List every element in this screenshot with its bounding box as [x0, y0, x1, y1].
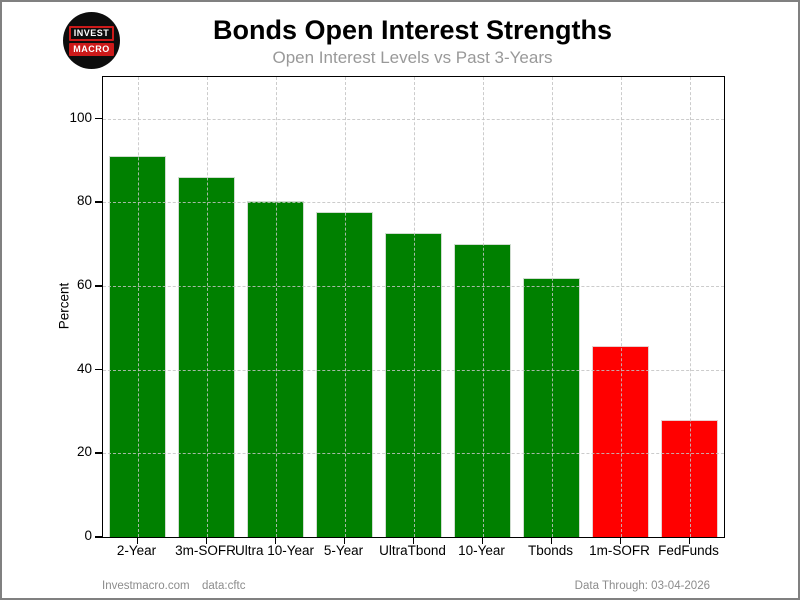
investmacro-logo-icon: INVEST MACRO [63, 12, 120, 69]
logo-invest-text: INVEST [68, 25, 115, 41]
x-tick-label-3m-sofr: 3m-SOFR [175, 543, 236, 558]
x-tick-mark-7 [550, 537, 552, 544]
x-tick-label-fedfunds: FedFunds [658, 543, 719, 558]
footer-site-text: Investmacro.com [102, 580, 190, 592]
v-gridline-8 [620, 77, 622, 537]
v-gridline-3 [275, 77, 277, 537]
x-tick-label-5-year: 5-Year [323, 543, 364, 558]
y-tick-label-40: 40 [76, 360, 92, 376]
x-tick-label-2-year: 2-Year [116, 543, 157, 558]
y-tick-label-0: 0 [84, 528, 92, 543]
x-tick-label-ultra-10-year: Ultra 10-Year [234, 543, 315, 558]
x-tick-mark-6 [481, 537, 483, 544]
x-tick-label-1m-sofr: 1m-SOFR [589, 543, 650, 558]
x-tick-mark-1 [136, 537, 138, 544]
v-gridline-9 [689, 77, 691, 537]
x-tick-label-ultratbond: UltraTbond [379, 543, 446, 558]
chart-title: Bonds Open Interest Strengths [212, 15, 613, 45]
y-tick-label-20: 20 [76, 444, 92, 460]
y-tick-mark-0 [95, 536, 102, 538]
x-tick-label-tbonds: Tbonds [527, 543, 574, 558]
footer-data-source-text: data:cftc [202, 580, 246, 592]
v-gridline-2 [206, 77, 208, 537]
v-gridline-1 [137, 77, 139, 537]
x-tick-mark-4 [343, 537, 345, 544]
logo-macro-text: MACRO [69, 42, 114, 56]
v-gridline-5 [413, 77, 415, 537]
y-tick-mark-80 [95, 201, 102, 203]
y-tick-mark-20 [95, 452, 102, 454]
y-tick-mark-40 [95, 368, 102, 371]
x-tick-label-10-year: 10-Year [458, 543, 505, 558]
plot-area [102, 76, 725, 538]
v-gridline-4 [344, 77, 346, 537]
x-tick-mark-5 [412, 537, 414, 544]
v-gridline-7 [551, 77, 553, 537]
v-gridline-6 [482, 77, 484, 537]
chart-subtitle: Open Interest Levels vs Past 3-Years [272, 48, 553, 67]
x-tick-mark-8 [619, 537, 621, 544]
y-tick-label-100: 100 [69, 109, 92, 125]
y-tick-label-80: 80 [76, 193, 92, 209]
y-tick-mark-60 [95, 285, 102, 287]
footer-data-through-text: Data Through: 03-04-2026 [574, 580, 710, 592]
x-tick-mark-2 [205, 537, 207, 544]
x-tick-mark-9 [688, 537, 690, 544]
y-tick-mark-100 [95, 117, 102, 120]
x-tick-mark-3 [274, 537, 276, 544]
y-tick-label-60: 60 [76, 277, 92, 293]
